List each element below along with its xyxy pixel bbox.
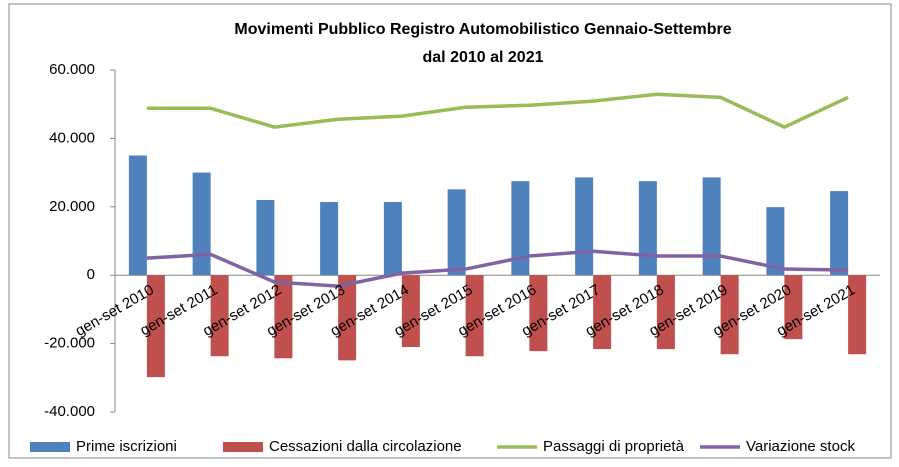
y-tick-label: 0 xyxy=(87,266,95,283)
bar xyxy=(210,275,229,357)
line xyxy=(146,92,849,129)
legend-label: Variazione stock xyxy=(746,438,855,455)
bar xyxy=(256,199,275,276)
bar xyxy=(766,207,785,276)
bar xyxy=(784,275,803,340)
bar xyxy=(638,181,657,276)
bar xyxy=(529,275,548,352)
legend-label: Cessazioni dalla circolazione xyxy=(269,438,462,455)
bar xyxy=(383,202,402,276)
bar xyxy=(128,155,147,276)
bar xyxy=(848,275,867,355)
bar xyxy=(593,275,612,350)
legend-label: Prime iscrizioni xyxy=(76,438,177,455)
bar xyxy=(401,275,420,348)
bar xyxy=(702,177,721,276)
y-tick-label: 60.000 xyxy=(49,61,95,78)
y-tick-label: -20.000 xyxy=(44,335,95,352)
bar xyxy=(465,275,484,357)
legend-swatch xyxy=(30,442,70,452)
legend-swatch xyxy=(223,442,263,452)
bar xyxy=(720,275,739,355)
bar xyxy=(830,191,849,276)
bar xyxy=(192,172,211,276)
bar xyxy=(320,202,339,276)
y-tick-label: 40.000 xyxy=(49,129,95,146)
bar xyxy=(447,189,466,276)
bar xyxy=(511,181,530,276)
bar xyxy=(146,275,165,378)
chart-title: Movimenti Pubblico Registro Automobilist… xyxy=(234,21,731,38)
y-tick-label: -40.000 xyxy=(44,403,95,420)
bar xyxy=(656,275,675,350)
bar xyxy=(575,177,594,276)
y-tick-label: 20.000 xyxy=(49,198,95,215)
bar xyxy=(338,275,357,361)
legend-label: Passaggi di proprietà xyxy=(543,438,685,455)
chart-title: dal 2010 al 2021 xyxy=(423,49,544,66)
line xyxy=(146,249,849,288)
bar xyxy=(274,275,293,359)
